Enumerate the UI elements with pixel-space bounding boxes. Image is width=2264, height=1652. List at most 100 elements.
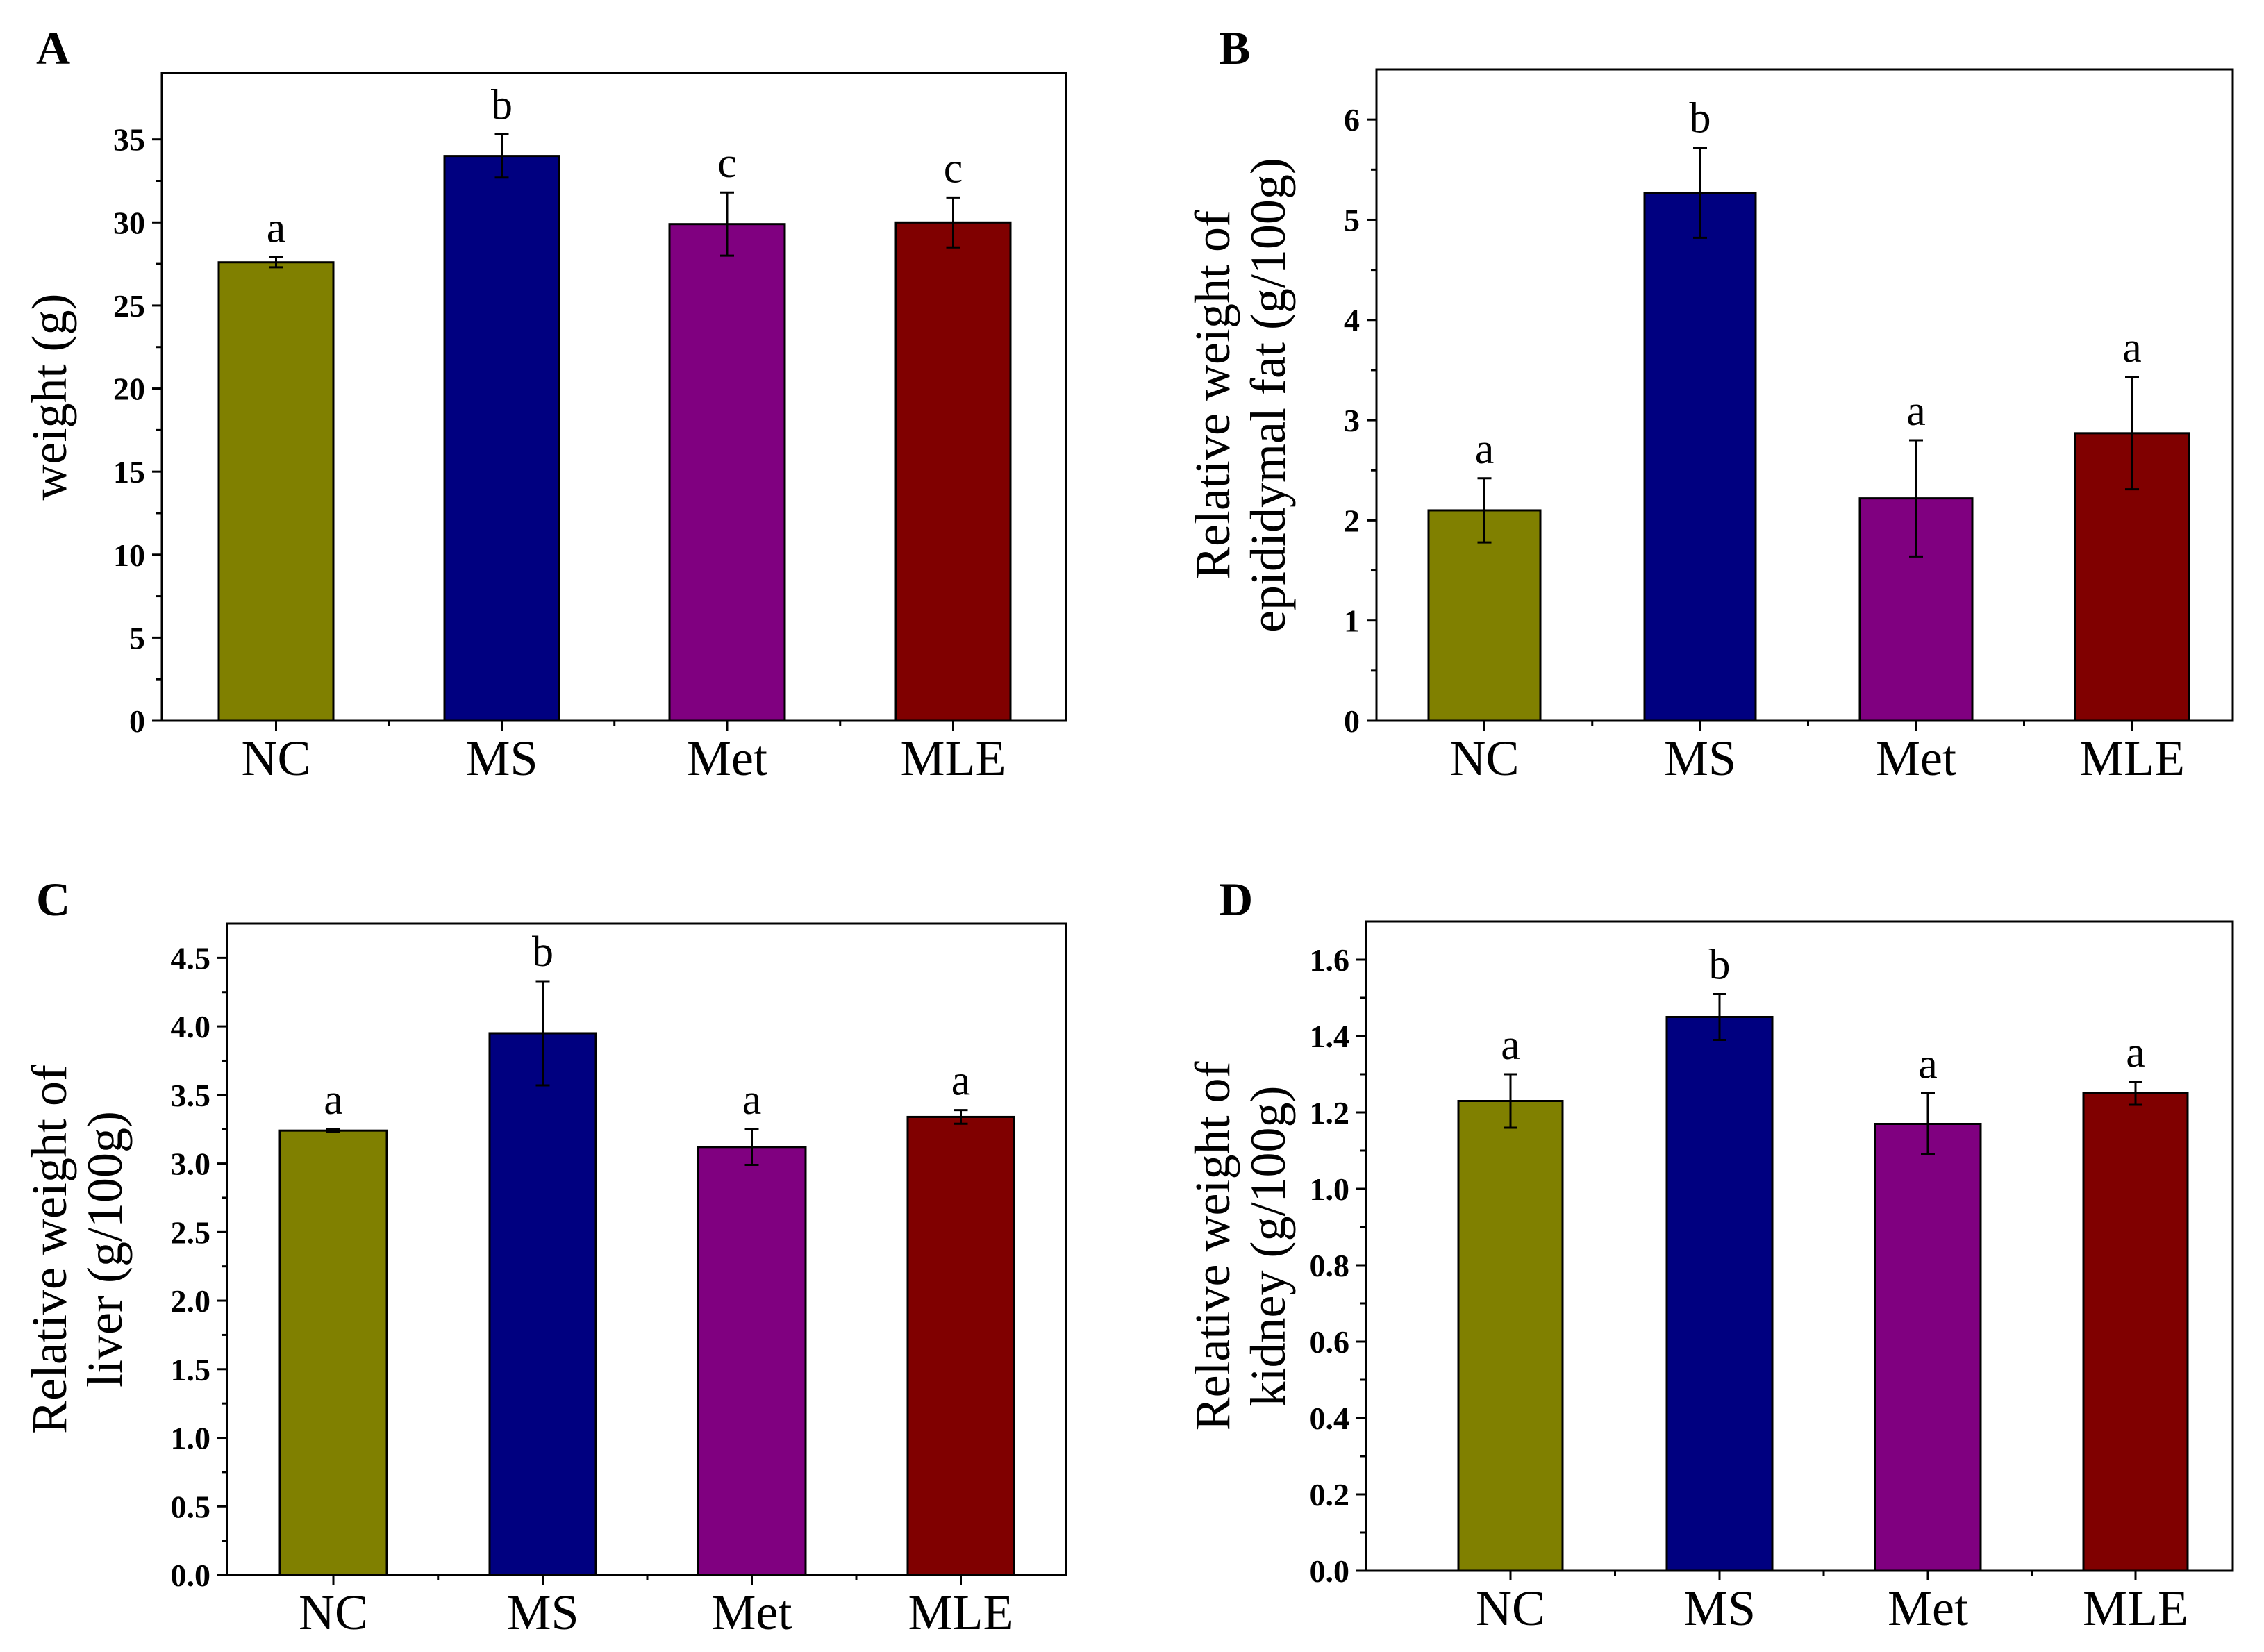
significance-a-met: c [717, 140, 737, 187]
error-bar-d-nc [1504, 1073, 1517, 1129]
significance-c-nc: a [324, 1076, 343, 1124]
significance-a-mle: c [944, 144, 963, 192]
bar-b-nc [1427, 509, 1542, 722]
significance-b-nc: a [1475, 426, 1495, 473]
error-bar-b-nc [1477, 477, 1492, 544]
x-tick-label-b-mle: MLE [2079, 731, 2185, 786]
x-tick-label-b-ms: MS [1664, 731, 1736, 786]
error-bar-a-nc [269, 256, 283, 269]
bar-a-ms [443, 155, 560, 722]
error-bar-a-ms [494, 133, 509, 179]
y-tick-label-b-2: 2 [1344, 503, 1360, 538]
error-bar-c-nc [326, 1128, 340, 1133]
y-tick-label-c-0: 0.0 [171, 1558, 211, 1593]
y-tick-label-a-3: 15 [113, 454, 145, 490]
significance-d-ms: b [1709, 942, 1731, 989]
y-axis-title-c-line-2: liver (g/100g) [77, 1111, 133, 1387]
bar-a-met [668, 223, 786, 722]
error-bar-b-ms [1693, 147, 1707, 239]
significance-b-mle: a [2122, 324, 2142, 372]
significance-a-ms: b [491, 82, 513, 129]
y-tick-label-b-5: 5 [1344, 202, 1360, 237]
y-tick-label-a-4: 20 [113, 372, 145, 407]
y-axis-title-b-line-2: epididymal fat (g/100g) [1240, 158, 1296, 633]
x-tick-label-d-ms: MS [1683, 1580, 1756, 1636]
y-axis-title-a-line-1: weight (g) [22, 294, 77, 501]
y-tick-label-b-3: 3 [1344, 403, 1360, 438]
y-tick-label-a-2: 10 [113, 537, 145, 573]
y-tick-label-b-0: 0 [1344, 703, 1360, 739]
x-tick-label-a-ms: MS [465, 731, 538, 786]
significance-b-ms: b [1690, 95, 1711, 142]
bar-d-ms [1665, 1016, 1774, 1572]
y-tick-label-c-4: 2.0 [171, 1283, 211, 1319]
panel-d: Da NC b MS a Met a MLE 0.0 0.2 0.4 0.6 0.8 1.0 1.2 1.4 1… [1185, 873, 2234, 1636]
y-tick-label-b-1: 1 [1344, 603, 1360, 639]
x-tick-label-d-nc: NC [1476, 1580, 1545, 1636]
error-bar-a-mle [946, 196, 960, 249]
y-tick-label-d-2: 0.4 [1310, 1401, 1350, 1436]
y-tick-label-c-9: 4.5 [171, 940, 211, 976]
x-tick-label-c-mle: MLE [908, 1585, 1014, 1640]
x-tick-label-a-met: Met [687, 731, 767, 786]
panel-b: Ba NC b MS a Met a MLE 0 1 2 3 4 5 6 Relative weight of… [1185, 22, 2234, 786]
x-tick-label-b-nc: NC [1449, 731, 1519, 786]
significance-a-nc: a [267, 205, 286, 252]
y-tick-label-a-6: 30 [113, 205, 145, 240]
bar-c-ms [488, 1032, 597, 1576]
y-tick-label-c-3: 1.5 [171, 1352, 211, 1387]
x-tick-label-a-mle: MLE [901, 731, 1006, 786]
y-tick-label-d-6: 1.2 [1310, 1095, 1350, 1130]
panel-letter-a: A [36, 22, 70, 74]
x-tick-label-c-nc: NC [299, 1585, 368, 1640]
y-axis-title-b-line-1: Relative weight of [1185, 210, 1240, 580]
y-tick-label-a-7: 35 [113, 122, 145, 158]
significance-c-met: a [742, 1076, 762, 1124]
y-tick-label-c-7: 3.5 [171, 1078, 211, 1113]
significance-d-nc: a [1501, 1021, 1520, 1069]
y-tick-label-d-1: 0.2 [1310, 1477, 1350, 1512]
x-tick-label-d-met: Met [1888, 1580, 1968, 1636]
bar-d-nc [1457, 1100, 1564, 1572]
x-tick-label-b-met: Met [1876, 731, 1956, 786]
y-tick-label-b-4: 4 [1344, 303, 1360, 338]
y-axis-title-d-line-1: Relative weight of [1185, 1062, 1240, 1431]
bar-c-mle [906, 1115, 1015, 1576]
y-tick-label-b-6: 6 [1344, 102, 1360, 137]
error-bar-c-met [744, 1128, 759, 1167]
plot-frame-c [226, 922, 1067, 1576]
y-tick-label-c-6: 3.0 [171, 1146, 211, 1182]
y-tick-label-c-8: 4.0 [171, 1009, 211, 1044]
significance-c-ms: b [532, 928, 553, 976]
plot-frame-d [1365, 920, 2234, 1572]
bar-a-nc [217, 261, 335, 722]
significance-d-mle: a [2126, 1029, 2145, 1076]
x-tick-label-c-ms: MS [506, 1585, 579, 1640]
y-axis-title-d-line-2: kidney (g/100g) [1240, 1086, 1296, 1407]
y-tick-label-d-0: 0.0 [1310, 1553, 1350, 1589]
panel-letter-d: D [1219, 873, 1253, 926]
panel-a: Aa NC b MS c Met c MLE 0 5 10 15 20 25 30 35 weight (g) [22, 22, 1067, 786]
y-tick-label-a-1: 5 [129, 620, 145, 656]
error-bar-d-met [1921, 1092, 1935, 1155]
error-bar-a-met [720, 191, 734, 257]
error-bar-d-mle [2129, 1081, 2142, 1106]
x-tick-label-c-met: Met [712, 1585, 792, 1640]
y-tick-label-d-4: 0.8 [1310, 1248, 1350, 1283]
error-bar-b-mle [2125, 376, 2139, 491]
y-tick-label-c-1: 0.5 [171, 1489, 211, 1524]
bar-d-met [1874, 1123, 1982, 1572]
significance-c-mle: a [951, 1058, 971, 1105]
plot-frame-a [160, 72, 1067, 722]
significance-b-met: a [1906, 387, 1926, 435]
y-tick-label-a-0: 0 [129, 703, 145, 739]
error-bar-b-met [1909, 439, 1923, 558]
error-bar-d-ms [1713, 993, 1726, 1041]
plot-frame-b [1375, 68, 2234, 722]
y-tick-label-d-5: 1.0 [1310, 1171, 1350, 1207]
y-tick-label-d-3: 0.6 [1310, 1324, 1350, 1360]
error-bar-c-mle [954, 1109, 968, 1125]
bar-d-mle [2082, 1092, 2189, 1572]
significance-d-met: a [1918, 1041, 1938, 1088]
